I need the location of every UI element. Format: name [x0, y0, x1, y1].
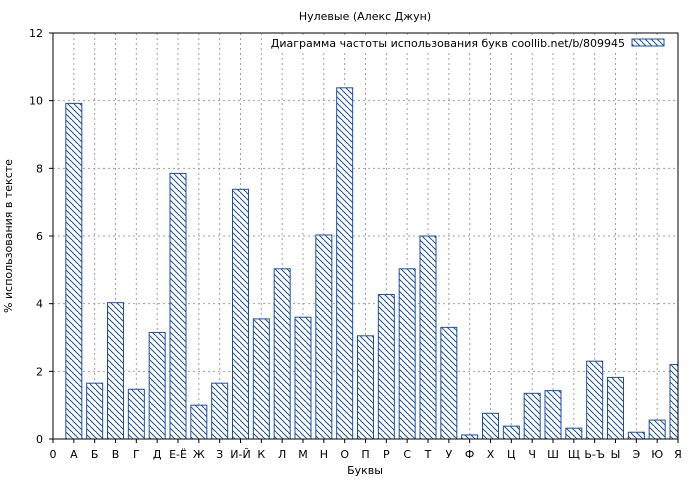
bar	[294, 316, 312, 440]
y-tick-label: 2	[36, 365, 43, 378]
bar	[65, 102, 83, 440]
x-tick-label: М	[298, 448, 308, 461]
bar	[190, 404, 208, 440]
bars	[65, 87, 679, 440]
bar	[648, 419, 666, 440]
x-tick-label: Ш	[547, 448, 559, 461]
x-tick-label: Я	[674, 448, 682, 461]
x-tick-label: Г	[133, 448, 140, 461]
x-tick-label: Э	[632, 448, 640, 461]
bar	[273, 268, 291, 440]
x-tick-label: Ь-Ъ	[584, 448, 605, 461]
bar	[461, 434, 479, 440]
x-tick-label: В	[112, 448, 120, 461]
bar	[107, 302, 124, 440]
y-tick-label: 8	[36, 162, 43, 175]
x-tick-label: И-Й	[230, 448, 250, 461]
y-axis-ticks: 0 2 4 6 8 10 12	[29, 27, 53, 446]
bar	[565, 427, 583, 440]
y-axis-label: % использования в тексте	[2, 159, 15, 313]
x-tick-label: Т	[424, 448, 432, 461]
bar	[336, 87, 354, 440]
x-tick-label: Н	[320, 448, 328, 461]
bar	[482, 412, 499, 440]
x-axis-ticks: 0 А Б В Г Д Е-Ё Ж З И-Й К Л М Н О П Р С Т У Ф Х Ц Ч Ш Щ Ь-Ъ Ы Э Ю Я	[50, 439, 682, 461]
legend: Диаграмма частоты использования букв coo…	[270, 36, 670, 50]
x-tick-label: Д	[153, 448, 162, 461]
bar	[86, 382, 104, 440]
x-tick-label: З	[216, 448, 223, 461]
bar	[357, 335, 374, 440]
x-tick-label: К	[257, 448, 265, 461]
x-tick-label: П	[361, 448, 369, 461]
y-tick-label: 0	[36, 433, 43, 446]
x-axis-label: Буквы	[347, 464, 383, 477]
x-tick-label: Ч	[528, 448, 536, 461]
x-tick-label: Ц	[507, 448, 516, 461]
x-tick-label: Х	[487, 448, 495, 461]
x-tick-label: Щ	[568, 448, 580, 461]
legend-background	[270, 36, 670, 50]
bar	[607, 376, 624, 440]
x-tick-label: О	[340, 448, 349, 461]
bar	[315, 234, 333, 440]
bar	[127, 388, 145, 440]
bar	[440, 326, 458, 440]
x-tick-label: Ы	[611, 448, 621, 461]
x-tick-label: Е-Ё	[169, 448, 187, 461]
bar	[232, 188, 249, 440]
x-tick-label: Ю	[651, 448, 663, 461]
x-tick-label: Б	[91, 448, 99, 461]
y-tick-label: 6	[36, 230, 43, 243]
x-tick-label: 0	[50, 448, 57, 461]
grid	[53, 33, 678, 439]
bar	[169, 172, 187, 440]
legend-label: Диаграмма частоты использования букв coo…	[271, 37, 625, 50]
x-tick-label: Ж	[193, 448, 205, 461]
bar	[377, 294, 395, 440]
bar	[419, 235, 437, 440]
bar	[586, 360, 604, 440]
x-tick-label: У	[445, 448, 452, 461]
bar	[502, 425, 520, 440]
bar	[398, 268, 416, 440]
x-tick-label: С	[403, 448, 411, 461]
chart-title: Нулевые (Алекс Джун)	[299, 10, 431, 23]
x-tick-label: Л	[278, 448, 286, 461]
bar	[669, 364, 679, 440]
x-tick-label: А	[70, 448, 78, 461]
x-tick-label: Ф	[465, 448, 474, 461]
bar	[627, 431, 645, 440]
bar	[252, 318, 270, 440]
bar	[148, 331, 166, 440]
y-tick-label: 4	[36, 298, 43, 311]
x-tick-label: Р	[383, 448, 390, 461]
legend-swatch	[631, 38, 665, 47]
bar	[544, 390, 562, 440]
y-tick-label: 10	[29, 95, 43, 108]
y-tick-label: 12	[29, 27, 43, 40]
bar	[523, 392, 541, 440]
bar	[211, 382, 229, 440]
